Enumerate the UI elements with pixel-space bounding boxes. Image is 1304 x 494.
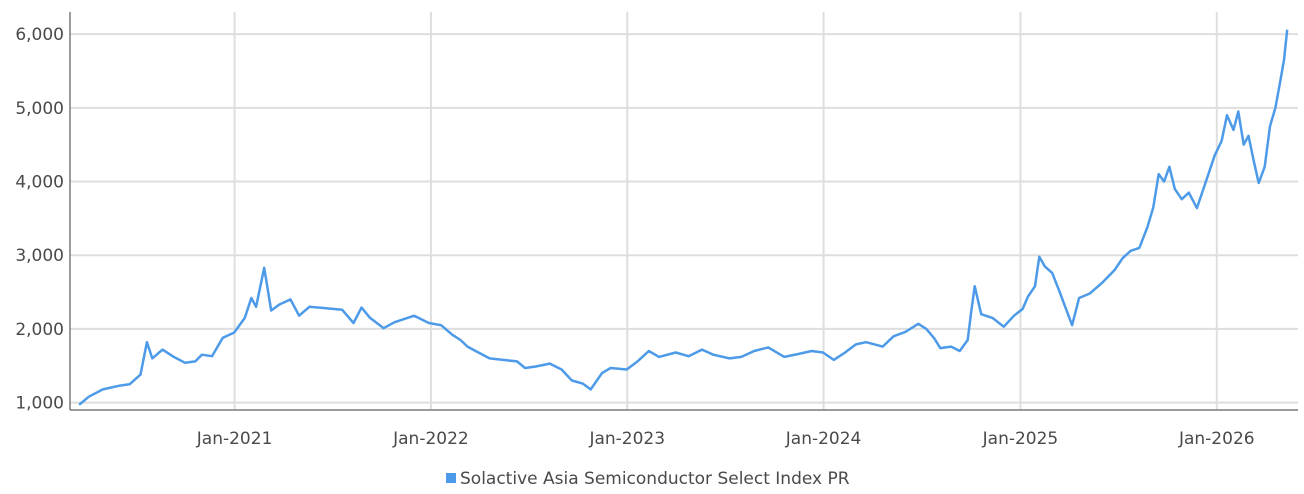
y-tick-label: 5,000 [15,99,64,119]
gridlines [70,12,1298,410]
y-tick-label: 4,000 [15,173,64,193]
y-tick-labels: 1,000 2,000 3,000 4,000 5,000 6,000 [15,25,64,414]
x-tick-labels: Jan-2021 Jan-2022 Jan-2023 Jan-2024 Jan-2025… [196,429,1255,449]
y-tick-label: 2,000 [15,320,64,340]
y-tick-label: 6,000 [15,25,64,45]
x-tick-label: Jan-2024 [785,429,862,449]
series-lines [78,29,1289,406]
legend: Solactive Asia Semiconductor Select Inde… [446,469,850,489]
x-tick-label: Jan-2026 [1178,429,1255,449]
legend-label: Solactive Asia Semiconductor Select Inde… [460,469,850,489]
x-tick-label: Jan-2022 [392,429,469,449]
axes [69,12,1298,411]
series-line [78,29,1289,406]
x-tick-label: Jan-2023 [588,429,665,449]
x-tick-label: Jan-2025 [982,429,1059,449]
y-tick-label: 3,000 [15,246,64,266]
y-tick-label: 1,000 [15,394,64,414]
x-tick-label: Jan-2021 [196,429,273,449]
legend-swatch [446,473,456,483]
